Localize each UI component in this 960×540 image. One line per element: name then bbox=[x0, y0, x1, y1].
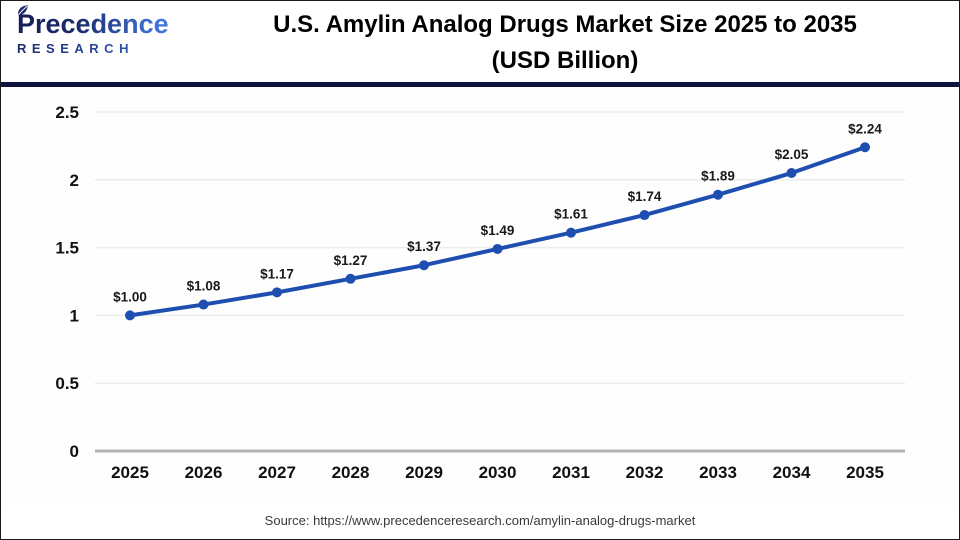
data-point bbox=[639, 210, 650, 221]
chart-area: 0 0.5 1 1.5 2 2.5 2025 2026 2027 2028 2029 2030 2031… bbox=[1, 87, 959, 508]
data-label: $1.49 bbox=[481, 223, 515, 238]
data-point bbox=[125, 310, 135, 321]
x-tick-label: 2033 bbox=[699, 463, 737, 482]
data-label: $1.17 bbox=[260, 267, 294, 282]
data-label: $1.27 bbox=[334, 253, 368, 268]
y-tick-label: 1.5 bbox=[55, 239, 79, 258]
data-point bbox=[198, 299, 209, 310]
data-point bbox=[786, 168, 797, 179]
logo-text-precedence: Precedence bbox=[17, 9, 169, 39]
y-tick-label: 1 bbox=[70, 307, 79, 326]
data-label: $2.24 bbox=[848, 121, 882, 136]
header: Precedence RESEARCH U.S. Amylin Analog D… bbox=[1, 1, 959, 83]
x-tick-label: 2032 bbox=[626, 463, 664, 482]
data-point bbox=[345, 274, 356, 285]
y-tick-label: 0 bbox=[70, 442, 79, 461]
data-label: $1.37 bbox=[407, 239, 441, 254]
data-point bbox=[566, 227, 576, 238]
x-tick-label: 2035 bbox=[846, 463, 884, 482]
x-tick-label: 2027 bbox=[258, 463, 296, 482]
precedence-research-logo: Precedence RESEARCH bbox=[17, 5, 187, 55]
data-point bbox=[713, 189, 723, 200]
y-tick-label: 0.5 bbox=[55, 374, 79, 393]
header-divider bbox=[1, 82, 959, 88]
data-label: $1.00 bbox=[113, 290, 147, 305]
data-label: $1.61 bbox=[554, 207, 588, 222]
logo-wordmark: Precedence bbox=[17, 5, 187, 39]
source-citation: Source: https://www.precedenceresearch.c… bbox=[1, 507, 959, 539]
data-point bbox=[860, 142, 870, 153]
x-tick-label: 2030 bbox=[479, 463, 517, 482]
data-point bbox=[272, 287, 282, 298]
title-line-1: U.S. Amylin Analog Drugs Market Size 202… bbox=[273, 10, 857, 38]
x-tick-label: 2029 bbox=[405, 463, 443, 482]
line-chart: 0 0.5 1 1.5 2 2.5 2025 2026 2027 2028 2029 2030 2031… bbox=[55, 103, 905, 482]
data-label: $2.05 bbox=[775, 147, 809, 162]
x-tick-label: 2034 bbox=[773, 463, 811, 482]
data-label: $1.89 bbox=[701, 169, 735, 184]
page-title: U.S. Amylin Analog Drugs Market Size 202… bbox=[171, 5, 959, 79]
y-tick-label: 2.5 bbox=[55, 103, 79, 122]
logo-text-research: RESEARCH bbox=[17, 42, 187, 55]
data-point bbox=[492, 244, 503, 255]
x-tick-label: 2031 bbox=[552, 463, 590, 482]
data-label: $1.08 bbox=[187, 279, 221, 294]
x-tick-label: 2025 bbox=[111, 463, 149, 482]
y-tick-label: 2 bbox=[70, 171, 79, 190]
data-label: $1.74 bbox=[628, 189, 662, 204]
data-point bbox=[419, 260, 429, 271]
title-line-2: (USD Billion) bbox=[491, 46, 639, 74]
x-tick-label: 2026 bbox=[185, 463, 223, 482]
x-tick-label: 2028 bbox=[332, 463, 370, 482]
